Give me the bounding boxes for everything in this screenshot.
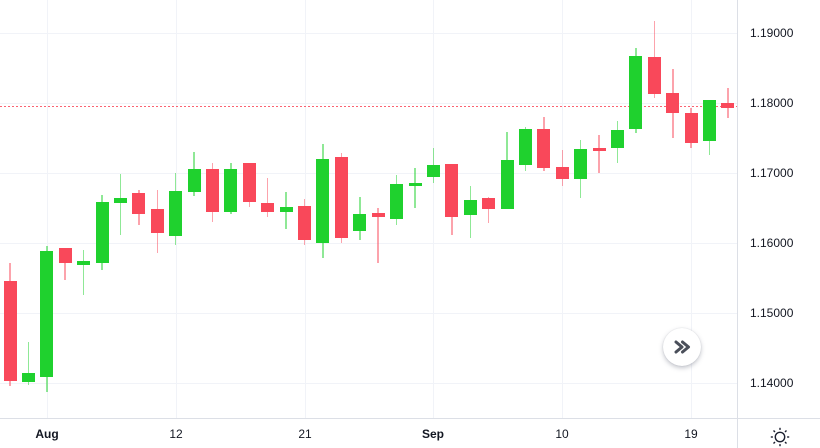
candle-down	[58, 247, 72, 264]
candle-up	[95, 201, 109, 264]
current-price-line	[0, 106, 737, 107]
candle-down	[298, 205, 312, 241]
candle-down	[555, 166, 569, 180]
candle-down	[242, 163, 256, 202]
candle-up	[40, 250, 54, 377]
time-axis[interactable]: Aug 12 21 Sep 10 19	[0, 418, 737, 448]
time-axis-label: 21	[298, 427, 312, 441]
candle-up	[353, 214, 367, 232]
candle-up	[169, 191, 183, 236]
candle-wick	[377, 207, 379, 264]
candle-up	[703, 100, 717, 141]
v-gridline	[562, 0, 563, 418]
time-axis-label: 12	[169, 427, 183, 441]
candle-wick	[414, 168, 416, 208]
candle-down	[482, 198, 496, 209]
candle-up	[574, 149, 588, 180]
candle-up	[426, 165, 440, 178]
candle-wick	[487, 196, 490, 223]
h-gridline	[0, 103, 737, 104]
price-axis-label: 1.19000	[750, 26, 794, 40]
candle-down	[334, 156, 348, 239]
price-axis-label: 1.17000	[750, 166, 794, 180]
h-gridline	[0, 243, 737, 244]
candle-down	[647, 56, 661, 94]
candle-down	[132, 193, 146, 215]
sun-icon[interactable]	[769, 426, 791, 448]
candle-up	[463, 200, 477, 215]
axis-corner	[737, 418, 820, 448]
candle-down	[371, 212, 385, 218]
candle-up	[500, 159, 514, 209]
candle-wick	[727, 88, 729, 118]
candle-down	[3, 280, 17, 381]
h-gridline	[0, 33, 737, 34]
candle-up	[77, 261, 91, 266]
h-gridline	[0, 313, 737, 314]
candle-up	[21, 373, 35, 383]
scroll-to-latest-button[interactable]	[663, 328, 701, 366]
h-gridline	[0, 383, 737, 384]
candle-down	[666, 93, 680, 113]
time-axis-label: Sep	[421, 427, 445, 441]
candle-wick	[432, 147, 435, 183]
time-axis-label: 10	[555, 427, 569, 441]
candle-up	[279, 207, 293, 213]
candle-down	[206, 168, 219, 213]
candle-down	[445, 163, 459, 218]
time-axis-label: 19	[684, 427, 698, 441]
time-axis-label: Aug	[35, 427, 59, 441]
candle-down	[684, 112, 698, 143]
price-axis-label: 1.15000	[750, 306, 794, 320]
candle-wick	[64, 247, 66, 281]
candle-down	[592, 147, 606, 152]
price-axis-label: 1.16000	[750, 236, 794, 250]
h-gridline	[0, 173, 737, 174]
candle-down	[721, 102, 735, 108]
candle-down	[150, 208, 164, 234]
v-gridline	[47, 0, 48, 418]
candle-up	[224, 168, 238, 213]
chart-pane[interactable]	[0, 0, 737, 418]
candle-up	[187, 168, 201, 192]
candle-wick	[27, 341, 30, 386]
candle-wick	[119, 173, 122, 236]
candle-down	[261, 203, 275, 213]
candle-up	[408, 182, 422, 187]
price-axis[interactable]: 1.19000 1.18000 1.17000 1.16000 1.15000 1.140…	[737, 0, 820, 418]
candle-up	[316, 158, 330, 243]
candle-up	[611, 130, 625, 148]
price-axis-label: 1.18000	[750, 96, 794, 110]
candle-up	[518, 128, 532, 166]
candle-wick	[82, 249, 85, 295]
price-axis-label: 1.14000	[750, 376, 794, 390]
candle-up	[113, 198, 127, 204]
candle-up	[390, 184, 404, 220]
candle-wick	[598, 135, 600, 173]
candle-up	[629, 56, 643, 129]
double-chevron-right-icon	[674, 340, 690, 354]
v-gridline	[691, 0, 692, 418]
candle-down	[537, 128, 551, 169]
candle-wick	[266, 177, 269, 218]
v-gridline	[433, 0, 434, 418]
